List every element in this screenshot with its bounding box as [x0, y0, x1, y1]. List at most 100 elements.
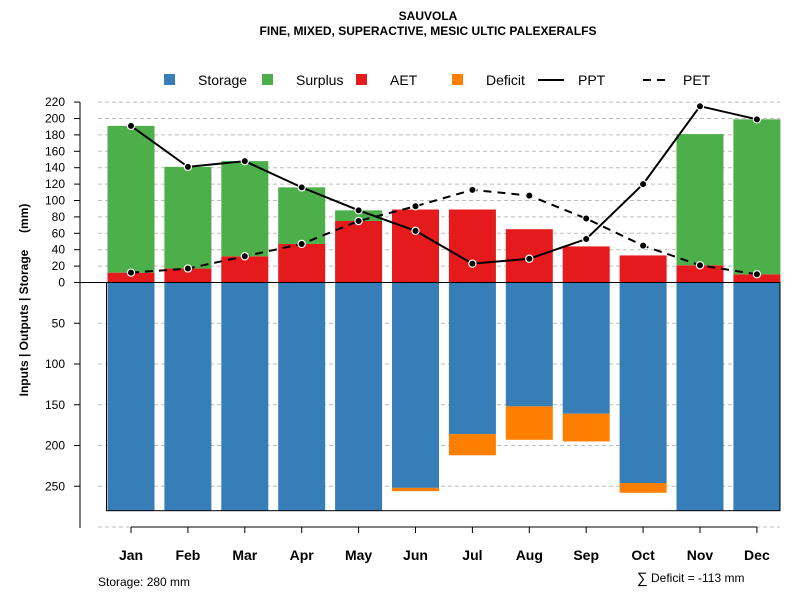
deficit-bar: [619, 482, 667, 493]
legend-swatch: [262, 74, 273, 85]
storage-bar: [448, 282, 496, 435]
legend-label: Storage: [198, 72, 247, 88]
y-tick-label: 150: [45, 398, 65, 412]
y-tick-label: 20: [52, 259, 66, 273]
x-tick-label: Jun: [403, 547, 428, 563]
x-tick-label: May: [345, 547, 372, 563]
pet-point: [695, 261, 705, 270]
storage-bar: [562, 282, 610, 414]
storage-bar: [335, 282, 383, 511]
legend-label: Deficit: [486, 72, 525, 88]
pet-point: [411, 202, 420, 211]
deficit-annotation: Deficit = -113 mm: [651, 571, 744, 585]
x-tick-label: Sep: [573, 547, 599, 563]
y-axis-label: Inputs | Outputs | Storage (mm): [17, 204, 31, 397]
surplus-bar: [733, 119, 781, 275]
x-tick-label: Aug: [516, 547, 543, 563]
storage-bar: [107, 282, 155, 511]
storage-bar: [619, 282, 667, 483]
pet-line: [130, 188, 758, 276]
y-tick-label: 250: [45, 479, 65, 493]
ppt-point: [468, 259, 477, 268]
y-tick-label: 220: [45, 95, 65, 109]
y-tick-label: 160: [45, 144, 65, 158]
surplus-bar: [107, 125, 155, 273]
ppt-point: [695, 101, 705, 111]
deficit-bar: [562, 413, 610, 442]
legend-label: PET: [683, 72, 711, 88]
pet-point: [183, 264, 193, 273]
x-tick-label: Jul: [462, 547, 482, 563]
deficit-sum-symbol: ∑: [637, 570, 648, 587]
ppt-point: [525, 254, 534, 263]
ppt-line: [130, 105, 758, 265]
storage-bar: [278, 282, 326, 511]
x-tick-label: Oct: [631, 547, 655, 563]
x-tick-label: Apr: [290, 547, 315, 563]
legend-swatch: [356, 74, 367, 85]
storage-bar: [221, 282, 269, 511]
ppt-point: [297, 183, 306, 192]
pet-point: [354, 216, 363, 226]
storage-bar: [733, 282, 781, 511]
aet-bar: [335, 221, 383, 283]
y-tick-label: 60: [52, 226, 66, 240]
pet-point: [638, 241, 648, 250]
storage-bar: [392, 282, 439, 488]
y-tick-label: 80: [52, 210, 66, 224]
legend-label: AET: [390, 72, 418, 88]
aet-bar: [676, 265, 724, 283]
ppt-point: [752, 115, 762, 124]
ppt-point: [183, 162, 193, 172]
aet-bar: [562, 246, 610, 283]
chart-title: SAUVOLA: [399, 9, 458, 23]
storage-bar: [676, 282, 724, 511]
ppt-point: [240, 156, 249, 166]
deficit-bar: [505, 406, 553, 440]
y-tick-label: 0: [58, 276, 65, 290]
ppt-point: [582, 234, 591, 244]
legend-label: PPT: [578, 72, 606, 88]
deficit-bar: [392, 487, 439, 492]
y-tick-label: 180: [45, 128, 65, 142]
bars: [107, 119, 781, 511]
storage-annotation: Storage: 280 mm: [98, 575, 190, 589]
x-tick-label: Mar: [232, 547, 257, 563]
surplus-bar: [221, 161, 269, 257]
aet-bar: [278, 243, 326, 283]
storage-bar: [505, 282, 553, 407]
pet-point: [297, 239, 306, 249]
y-tick-label: 200: [45, 439, 65, 453]
legend: Storage Surplus AET Deficit PPT PET: [164, 72, 711, 88]
y-tick-label: 140: [45, 161, 65, 175]
aet-bar: [448, 209, 496, 283]
pet-point: [240, 252, 249, 261]
surplus-bar: [278, 187, 326, 244]
pet-point: [752, 270, 762, 279]
series-lines: [126, 101, 762, 279]
aet-bar: [164, 268, 212, 283]
axes: 0 20 40 60 80 100 120 140 160 180 200 220 50 100 150 20…: [45, 95, 781, 563]
y-tick-label: 40: [52, 243, 66, 257]
x-tick-label: Nov: [687, 547, 714, 563]
y-tick-label: 100: [45, 194, 65, 208]
aet-bar: [619, 255, 667, 283]
storage-bar: [164, 282, 212, 511]
ppt-point: [411, 226, 420, 236]
chart-subtitle: FINE, MIXED, SUPERACTIVE, MESIC ULTIC PA…: [260, 24, 597, 38]
y-tick-label: 200: [45, 112, 65, 126]
pet-point: [126, 268, 136, 277]
surplus-bar: [676, 134, 724, 266]
legend-label: Surplus: [296, 72, 343, 88]
pet-point: [582, 214, 591, 223]
legend-swatch: [452, 74, 463, 85]
x-tick-label: Dec: [744, 547, 770, 563]
deficit-bar: [448, 434, 496, 456]
aet-bar: [107, 272, 155, 283]
legend-swatch: [164, 74, 175, 85]
ppt-point: [638, 179, 648, 189]
aet-bar: [392, 209, 439, 283]
y-tick-label: 50: [52, 316, 66, 330]
ppt-point: [354, 206, 363, 215]
